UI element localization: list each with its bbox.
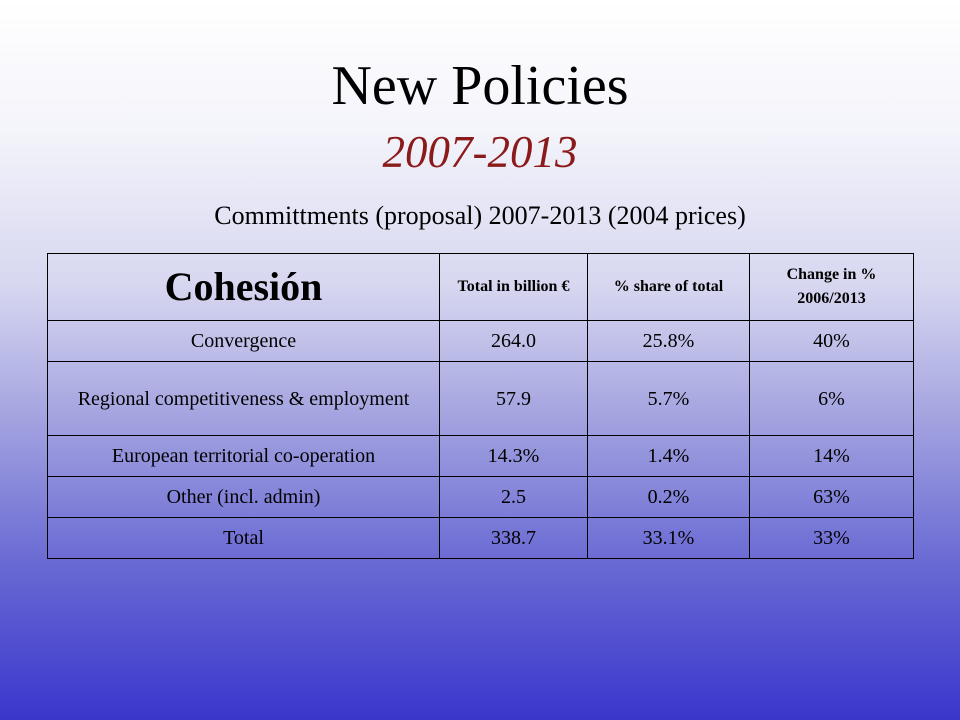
- header-cohesion: Cohesión: [47, 253, 440, 321]
- table-row: Regional competitiveness & employment 57…: [47, 361, 914, 436]
- table-caption: Committments (proposal) 2007-2013 (2004 …: [214, 201, 746, 230]
- header-change-percent: Change in % 2006/2013: [749, 253, 914, 321]
- change-cell: 14%: [749, 435, 914, 477]
- slide-title: New Policies: [331, 55, 629, 117]
- change-cell: 33%: [749, 517, 914, 559]
- row-label: Total: [47, 517, 440, 559]
- table-header-row: Cohesión Total in billion € % share of t…: [47, 253, 914, 321]
- change-cell: 63%: [749, 476, 914, 518]
- share-cell: 25.8%: [587, 320, 750, 362]
- slide-subtitle: 2007-2013: [382, 127, 578, 177]
- total-billion-cell: 338.7: [439, 517, 588, 559]
- table-row: European territorial co-operation 14.3% …: [47, 435, 914, 477]
- total-billion-cell: 14.3%: [439, 435, 588, 477]
- row-label: Regional competitiveness & employment: [47, 361, 440, 436]
- share-cell: 33.1%: [587, 517, 750, 559]
- share-cell: 0.2%: [587, 476, 750, 518]
- share-cell: 1.4%: [587, 435, 750, 477]
- row-label: Other (incl. admin): [47, 476, 440, 518]
- change-cell: 6%: [749, 361, 914, 436]
- table-row-total: Total 338.7 33.1% 33%: [47, 517, 914, 559]
- cohesion-table: Cohesión Total in billion € % share of t…: [47, 253, 914, 559]
- header-total-billion: Total in billion €: [439, 253, 588, 321]
- table-row: Convergence 264.0 25.8% 40%: [47, 320, 914, 362]
- table-row: Other (incl. admin) 2.5 0.2% 63%: [47, 476, 914, 518]
- total-billion-cell: 2.5: [439, 476, 588, 518]
- header-share-total: % share of total: [587, 253, 750, 321]
- row-label: Convergence: [47, 320, 440, 362]
- total-billion-cell: 57.9: [439, 361, 588, 436]
- share-cell: 5.7%: [587, 361, 750, 436]
- change-cell: 40%: [749, 320, 914, 362]
- total-billion-cell: 264.0: [439, 320, 588, 362]
- row-label: European territorial co-operation: [47, 435, 440, 477]
